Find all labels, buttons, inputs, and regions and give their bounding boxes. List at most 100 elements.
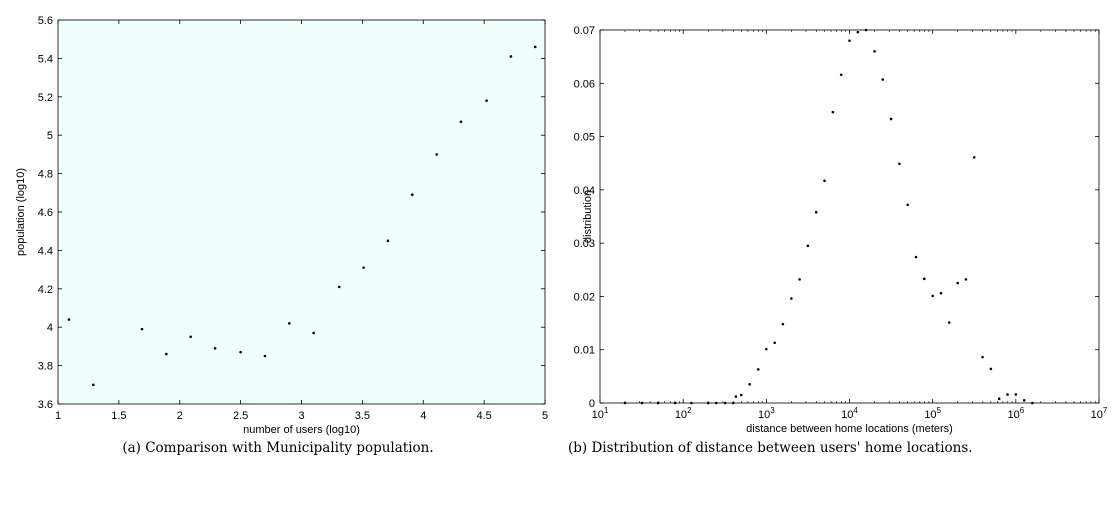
chart-b-point	[906, 203, 910, 207]
caption-b: (b) Distribution of distance between use…	[568, 440, 973, 456]
chart-a-ytick-label: 4.2	[38, 284, 53, 296]
chart-b-point	[1014, 393, 1018, 396]
chart-a-ytick-label: 4.4	[38, 245, 53, 257]
chart-b-point	[690, 401, 693, 405]
chart-a-point	[362, 266, 365, 269]
chart-a-ytick-label: 5.6	[38, 15, 53, 27]
chart-a-ytick-label: 5	[47, 130, 53, 142]
chart-b-point	[673, 401, 677, 405]
chart-b-point	[989, 367, 993, 371]
chart-a-xtick-label: 2.5	[233, 410, 248, 422]
chart-b-point	[848, 39, 851, 42]
chart-b-ytick-label: 0.04	[574, 185, 595, 197]
chart-b-point	[823, 179, 826, 183]
chart-b-point	[997, 397, 1001, 401]
chart-b-point	[856, 30, 860, 34]
chart-b-point	[640, 401, 644, 405]
chart-b-ytick-label: 0.06	[574, 78, 595, 90]
chart-b-point	[972, 156, 976, 159]
chart-b-point	[964, 278, 968, 281]
chart-a-xtick-label: 3.5	[355, 410, 370, 422]
chart-b-point	[723, 401, 727, 405]
chart-a-point	[92, 383, 95, 387]
chart-b-plot-area	[599, 29, 1100, 404]
chart-b-ytick-label: 0	[589, 398, 595, 410]
chart-b-point	[790, 297, 793, 300]
chart-a-xtick-label: 1.5	[111, 410, 126, 422]
chart-panel-a: 1 1.5 2 2.5 3 3.5 4 4.5 5 3.6 3.8 4 4.2 4.4 4.6 4.8 5 5.2…	[0, 0, 555, 506]
chart-b-point	[839, 73, 843, 77]
chart-b-point	[947, 321, 951, 324]
chart-b-point	[873, 50, 876, 53]
chart-a-point	[485, 99, 488, 102]
chart-a-ytick-label: 5.4	[38, 53, 53, 65]
chart-b-point	[623, 401, 627, 405]
chart-b-point	[1031, 401, 1034, 405]
chart-b-point	[781, 322, 785, 326]
chart-a-ytick-label: 3.8	[38, 361, 53, 373]
chart-a-xtick-label: 5	[542, 410, 548, 422]
chart-a-y-axis-label: population (log10)	[15, 168, 27, 256]
chart-a-plot-area	[57, 19, 546, 405]
chart-b-svg: 101 102 103 104 105 106 107 0 0.01 0.02 0.03 0.04 0.…	[574, 25, 1108, 435]
chart-a-ytick-label: 4.8	[38, 169, 53, 181]
chart-a-point	[410, 193, 414, 197]
chart-b-ytick-label: 0.03	[574, 238, 595, 250]
chart-a-point	[165, 352, 168, 356]
chart-b-xtick-label: 105	[924, 406, 941, 421]
chart-b-xtick-label: 104	[841, 406, 858, 421]
chart-a-point	[189, 335, 193, 339]
chart-a-ytick-label: 4	[47, 322, 53, 334]
chart-b-xtick-label: 101	[592, 406, 609, 421]
chart-b-point	[864, 28, 868, 32]
chart-b-point	[889, 117, 893, 121]
chart-a-x-axis-label: number of users (log10)	[243, 424, 360, 436]
chart-a-point	[533, 45, 537, 49]
chart-b-point	[756, 368, 760, 371]
chart-b-point	[898, 162, 901, 166]
chart-b-xtick-label: 106	[1007, 406, 1024, 421]
chart-b-point	[714, 401, 718, 405]
chart-a-point	[140, 327, 144, 331]
chart-b-point	[739, 393, 743, 397]
chart-a-point	[435, 153, 438, 156]
chart-b-point	[956, 281, 960, 285]
chart-a-point	[213, 347, 217, 350]
chart-a-point	[288, 322, 291, 325]
chart-b-point	[731, 401, 735, 405]
chart-b-point	[798, 278, 801, 281]
chart-b-ytick-label: 0.02	[574, 291, 595, 303]
chart-b-point	[831, 110, 835, 114]
chart-b-point	[914, 255, 918, 259]
chart-a-point	[239, 350, 242, 354]
chart-b-point	[806, 244, 810, 248]
chart-a-svg: 1 1.5 2 2.5 3 3.5 4 4.5 5 3.6 3.8 4 4.2 4.4 4.6 4.8 5 5.2…	[15, 15, 548, 436]
chart-a-ytick-label: 4.6	[38, 207, 53, 219]
chart-b-ytick-label: 0.05	[574, 132, 595, 144]
chart-b-point	[931, 294, 934, 298]
chart-a-point	[312, 331, 315, 335]
chart-a-point	[386, 239, 390, 243]
chart-b-point	[656, 401, 660, 405]
chart-b-point	[1006, 393, 1009, 396]
caption-a: (a) Comparison with Municipality populat…	[122, 440, 434, 456]
chart-b-point	[1022, 399, 1026, 402]
chart-b-point	[773, 341, 776, 345]
chart-b-point	[881, 78, 885, 81]
chart-b-ytick-label: 0.07	[574, 25, 595, 37]
chart-a-xtick-label: 4	[420, 410, 426, 422]
chart-b-point	[939, 291, 943, 295]
chart-b-xtick-label: 107	[1091, 406, 1108, 421]
chart-b-point	[734, 395, 738, 398]
chart-a-xtick-label: 1	[55, 410, 61, 422]
chart-panel-b: 101 102 103 104 105 106 107 0 0.01 0.02 0.03 0.04 0.…	[560, 0, 1114, 506]
chart-b-xtick-label: 103	[758, 406, 775, 421]
chart-b-point	[981, 355, 984, 359]
chart-b-ytick-label: 0.01	[574, 345, 595, 357]
chart-a-point	[67, 318, 71, 321]
chart-a-ytick-label: 3.6	[38, 399, 53, 411]
chart-a-xtick-label: 2	[177, 410, 183, 422]
chart-b-xtick-label: 102	[675, 406, 692, 421]
chart-a-ytick-label: 5.2	[38, 92, 53, 104]
chart-b-x-axis-label: distance between home locations (meters)	[746, 423, 953, 435]
